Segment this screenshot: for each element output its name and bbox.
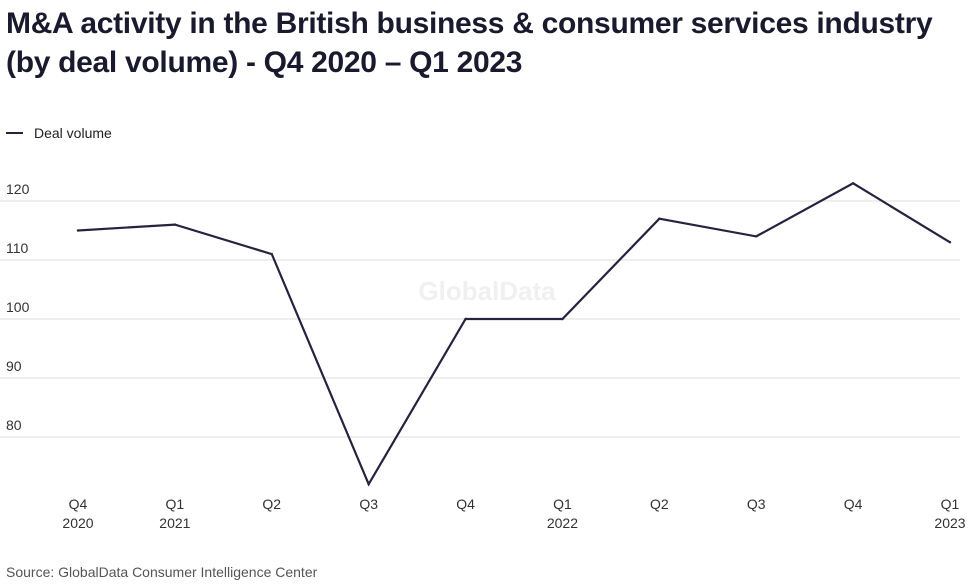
series-line-deal-volume (77, 182, 951, 487)
legend: Deal volume (6, 125, 112, 141)
x-tick-label-0: Q4 2020 (62, 496, 93, 531)
x-tick-label-4: Q4 (456, 496, 475, 512)
y-tick-label-80: 80 (6, 417, 22, 433)
data-point-0 (76, 229, 80, 232)
data-point-2 (270, 252, 273, 256)
x-tick-label-3: Q3 (359, 496, 378, 512)
legend-label: Deal volume (34, 125, 112, 141)
data-point-5 (561, 317, 564, 321)
source-note: Source: GlobalData Consumer Intelligence… (6, 564, 318, 580)
x-tick-label-5: Q1 2022 (547, 496, 578, 531)
y-tick-label-110: 110 (6, 240, 29, 256)
chart-title: M&A activity in the British business & c… (6, 7, 933, 79)
y-tick-label-100: 100 (6, 299, 30, 315)
data-point-7 (755, 235, 758, 238)
data-point-9 (948, 241, 952, 244)
line-chart: GlobalData 80 90 100 110 120 Q4 2020 Q1 2021 Q2 Q3 Q… (0, 181, 966, 531)
data-point-8 (851, 182, 855, 185)
legend-swatch (6, 132, 23, 134)
data-point-3 (367, 483, 370, 486)
watermark: GlobalData (418, 276, 556, 306)
x-tick-label-1: Q1 2021 (159, 496, 190, 531)
x-tick-label-2: Q2 (262, 496, 281, 512)
x-tick-label-8: Q4 (844, 496, 863, 512)
x-tick-label-6: Q2 (650, 496, 669, 512)
y-tick-label-120: 120 (6, 181, 30, 197)
data-point-4 (464, 317, 467, 321)
data-point-1 (173, 223, 177, 226)
y-tick-label-90: 90 (6, 358, 22, 374)
data-point-6 (658, 217, 661, 220)
x-tick-label-7: Q3 (747, 496, 766, 512)
x-tick-label-9: Q1 2023 (934, 496, 965, 531)
